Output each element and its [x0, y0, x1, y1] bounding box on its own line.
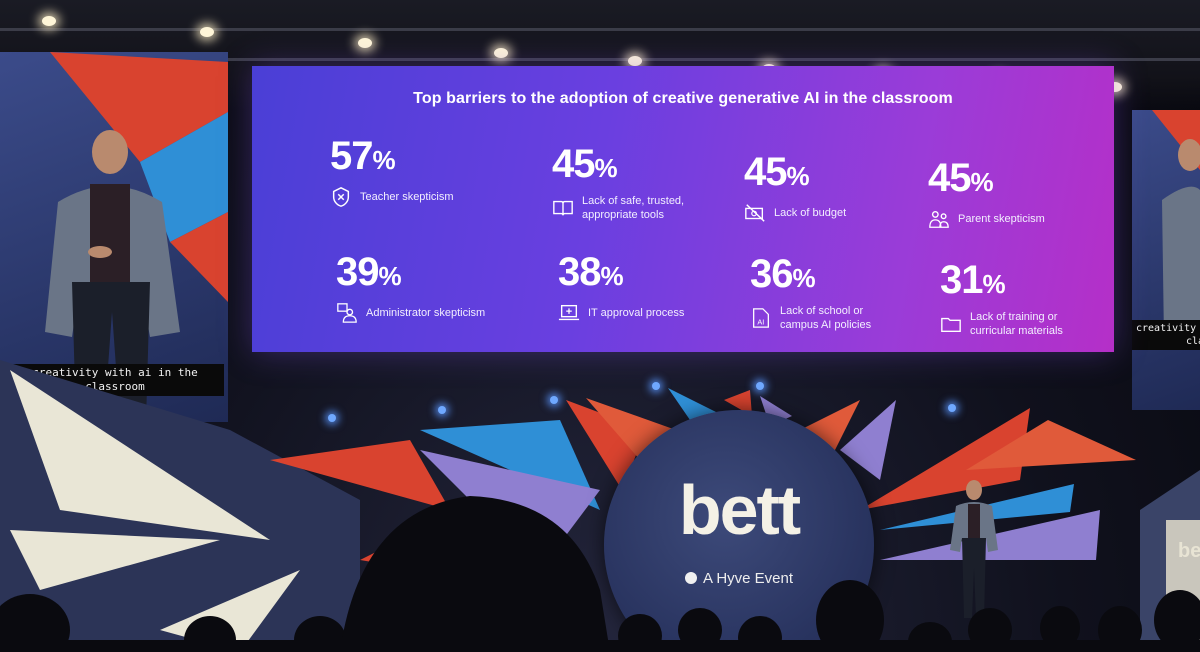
right-side-screen: [1132, 110, 1200, 410]
stage-light: [328, 414, 336, 422]
presenter-closeup-right: [1152, 110, 1200, 340]
book-icon: [553, 200, 573, 216]
stage-light: [652, 382, 660, 390]
stat-parent-skepticism: 45% Parent skepticism: [928, 158, 1045, 230]
stat-teacher-skepticism: 57% Teacher skepticism: [330, 136, 454, 208]
stat-lack-of-tools: 45% Lack of safe, trusted, appropriate to…: [552, 144, 684, 222]
stat-lack-of-budget: 45% Lack of budget: [744, 152, 846, 224]
caption-line: creativity with ai in the: [32, 366, 198, 379]
caption-line: cla: [1185, 336, 1200, 347]
stage-light: [948, 404, 956, 412]
audience-silhouettes: [0, 496, 1200, 652]
slide-title: Top barriers to the adoption of creative…: [413, 90, 953, 107]
stat-value: 39%: [336, 250, 402, 294]
live-caption-right: creativity cla: [1132, 320, 1200, 350]
caption-line: classroom: [85, 380, 145, 393]
stat-value: 38%: [558, 250, 624, 294]
stat-value: 31%: [940, 258, 1006, 302]
logo-tagline: A Hyve Event: [604, 570, 874, 587]
stat-value: 45%: [552, 142, 618, 186]
ai-document-icon: AI: [753, 308, 769, 328]
lectern-logo: be: [1178, 540, 1200, 562]
stage-light: [550, 396, 558, 404]
stat-label: Administrator skepticism: [366, 307, 486, 319]
stat-value: 57%: [330, 134, 396, 178]
stat-label: Lack of budget: [774, 207, 847, 219]
stat-administrator-skepticism: 39% Administrator skepticism: [336, 252, 485, 324]
svg-text:AI: AI: [757, 317, 764, 326]
stage-light: [756, 382, 764, 390]
stat-label: IT approval process: [588, 307, 685, 319]
stat-label: Lack of training or curricular materials: [970, 311, 1063, 337]
stat-value: 45%: [744, 150, 810, 194]
stat-label: Teacher skepticism: [360, 191, 454, 203]
stat-label: Lack of safe, trusted, appropriate tools: [582, 195, 685, 221]
main-presentation-screen: Top barriers to the adoption of creative…: [252, 66, 1114, 352]
caption-line: creativity: [1136, 323, 1197, 334]
shield-x-icon: [332, 187, 350, 207]
spotlight: [358, 38, 372, 48]
bett-logo: bett: [678, 471, 801, 549]
laptop-plus-icon: [558, 304, 580, 321]
presenter-closeup: [45, 52, 228, 422]
people-icon: [929, 210, 949, 228]
stat-value: 45%: [928, 156, 994, 200]
no-money-icon: [745, 204, 765, 222]
spotlight: [42, 16, 56, 26]
spotlight: [200, 27, 214, 37]
spotlight: [494, 48, 508, 58]
spotlight: [1108, 82, 1122, 92]
stage-light: [438, 406, 446, 414]
hyve-dot-icon: [684, 572, 697, 584]
stat-value: 36%: [750, 252, 816, 296]
admin-person-icon: [337, 303, 357, 323]
stat-lack-of-training: 31% Lack of training or curricular materi…: [940, 260, 1063, 338]
folder-icon: [941, 317, 961, 333]
spotlight: [628, 56, 642, 66]
stat-label: Parent skepticism: [958, 213, 1045, 225]
left-side-screen: creativity with ai in the classroom: [0, 52, 228, 422]
presenter-on-stage: [950, 480, 998, 618]
stat-ai-policies: 36% AI Lack of school or campus AI polici…: [750, 254, 871, 332]
stat-it-approval: 38% IT approval process: [558, 252, 684, 324]
stat-label: Lack of school or campus AI policies: [780, 305, 872, 331]
